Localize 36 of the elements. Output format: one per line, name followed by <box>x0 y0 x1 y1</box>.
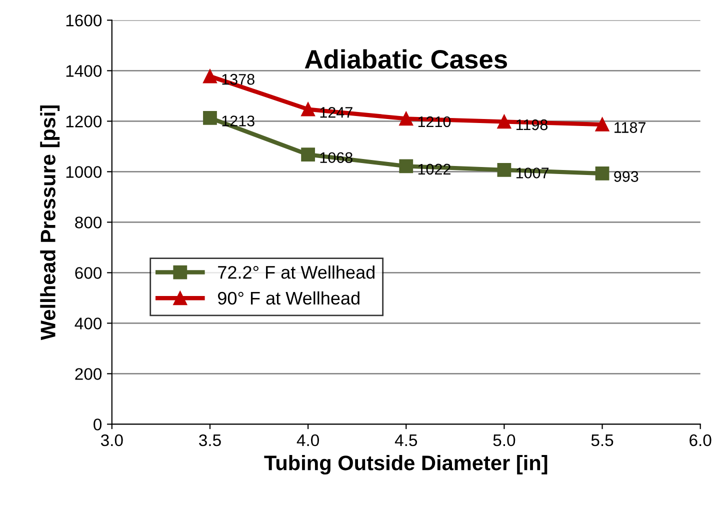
data-label: 993 <box>614 171 638 182</box>
point <box>203 69 217 84</box>
y-tick-label: 0 <box>94 418 102 430</box>
point <box>203 110 217 125</box>
point <box>301 148 315 162</box>
x-tick-label: 4.0 <box>296 434 319 446</box>
y-tick-label: 1000 <box>66 166 102 178</box>
point <box>301 102 315 116</box>
y-axis-title: Wellhead Pressure [psi] <box>40 105 60 340</box>
point <box>595 166 610 180</box>
legend-label: 72.2° F at Wellhead <box>218 265 374 279</box>
data-label: 1378 <box>222 74 254 85</box>
point <box>399 112 414 126</box>
x-tick-label: 3.5 <box>199 434 221 446</box>
y-tick-label: 1200 <box>66 116 102 128</box>
x-tick-label: 5.0 <box>493 434 516 446</box>
y-tick-label: 600 <box>75 267 102 279</box>
point <box>595 118 610 132</box>
x-tick-label: 4.5 <box>394 434 418 446</box>
point <box>497 162 512 177</box>
y-tick-label: 1600 <box>66 14 102 26</box>
x-tick-label: 5.5 <box>591 434 614 446</box>
point <box>399 159 414 174</box>
y-tick-label: 800 <box>75 216 102 228</box>
x-axis-title: Tubing Outside Diameter [in] <box>264 455 548 475</box>
data-label: 1187 <box>614 122 646 133</box>
data-label: 1213 <box>222 116 254 126</box>
legend-label: 90° F at Wellhead <box>218 291 360 305</box>
y-tick-label: 200 <box>75 368 102 380</box>
y-tick-label: 400 <box>74 318 102 330</box>
text: Adiabatic Cases <box>304 49 507 69</box>
x-tick-label: 3.0 <box>100 434 123 446</box>
point <box>497 114 512 129</box>
y-tick-label: 1400 <box>66 65 102 77</box>
x-tick-label: 6.0 <box>690 434 712 446</box>
data-label: 1022 <box>418 164 450 175</box>
